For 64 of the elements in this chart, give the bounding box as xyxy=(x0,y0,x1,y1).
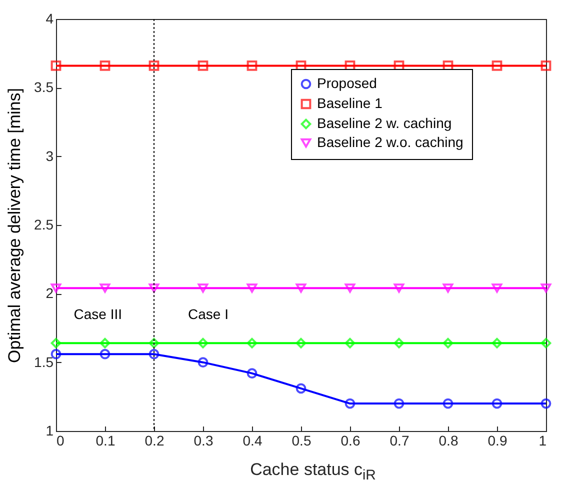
point xyxy=(198,338,208,348)
x-tick-label: 0.2 xyxy=(144,432,164,448)
y-tick-label: 1 xyxy=(46,422,54,438)
point xyxy=(100,284,110,293)
point xyxy=(344,284,356,293)
point xyxy=(246,60,258,71)
y-tick-label: 2.5 xyxy=(34,216,54,232)
point xyxy=(100,348,110,360)
point xyxy=(540,284,552,293)
x-axis-title: Cache status c$_{iR}$ xyxy=(249,460,377,484)
point xyxy=(246,284,258,293)
legend-label: Baseline 1 xyxy=(317,95,383,111)
point xyxy=(296,338,306,348)
point xyxy=(198,357,208,368)
point xyxy=(198,284,208,293)
y-tick-label: 3.5 xyxy=(34,79,54,96)
x-tick-label: 1 xyxy=(538,432,547,448)
x-tick-label: 0.1 xyxy=(96,432,116,448)
point xyxy=(492,284,502,293)
point xyxy=(148,60,160,71)
point xyxy=(50,338,62,348)
legend-label: Baseline 2 w. caching xyxy=(317,115,452,131)
point xyxy=(50,60,62,71)
point xyxy=(198,60,208,71)
x-tick-label: 0.9 xyxy=(488,432,508,448)
y-tick-label: 3 xyxy=(46,148,54,164)
legend-label: Baseline 2 w.o. caching xyxy=(317,134,464,150)
point xyxy=(296,284,306,293)
point xyxy=(246,368,258,378)
point xyxy=(148,348,160,360)
x-tick-label: 0.8 xyxy=(438,432,458,448)
point xyxy=(344,398,356,409)
point xyxy=(148,338,160,348)
point xyxy=(246,338,258,348)
point xyxy=(492,338,502,348)
point xyxy=(442,398,454,409)
point xyxy=(442,338,454,348)
point xyxy=(492,398,502,409)
y-tick-label: 1.5 xyxy=(34,354,54,370)
x-tick-label: 0.4 xyxy=(242,432,262,448)
x-tick-label: 0.3 xyxy=(194,432,214,448)
x-tick-label: 0 xyxy=(56,432,64,448)
point xyxy=(148,284,160,293)
x-tick-label: 0.6 xyxy=(340,432,360,448)
point xyxy=(540,60,552,71)
x-tick-label: 0.5 xyxy=(292,432,312,448)
y-axis-title: Optimal average delivery time [mins] xyxy=(5,88,24,363)
point xyxy=(394,284,404,293)
point xyxy=(540,338,552,348)
point xyxy=(394,398,404,409)
point xyxy=(492,60,502,71)
point xyxy=(442,284,454,293)
annotation: Case III xyxy=(74,306,122,322)
point xyxy=(100,338,110,348)
annotation: Case I xyxy=(188,306,228,322)
y-tick-label: 2 xyxy=(46,285,54,302)
point xyxy=(394,338,404,348)
legend-label: Proposed xyxy=(317,75,377,91)
point xyxy=(100,60,110,71)
x-tick-label: 0.7 xyxy=(390,432,410,448)
point xyxy=(296,383,306,394)
y-tick-label: 4 xyxy=(46,10,54,26)
point xyxy=(540,398,552,409)
point xyxy=(344,338,356,348)
